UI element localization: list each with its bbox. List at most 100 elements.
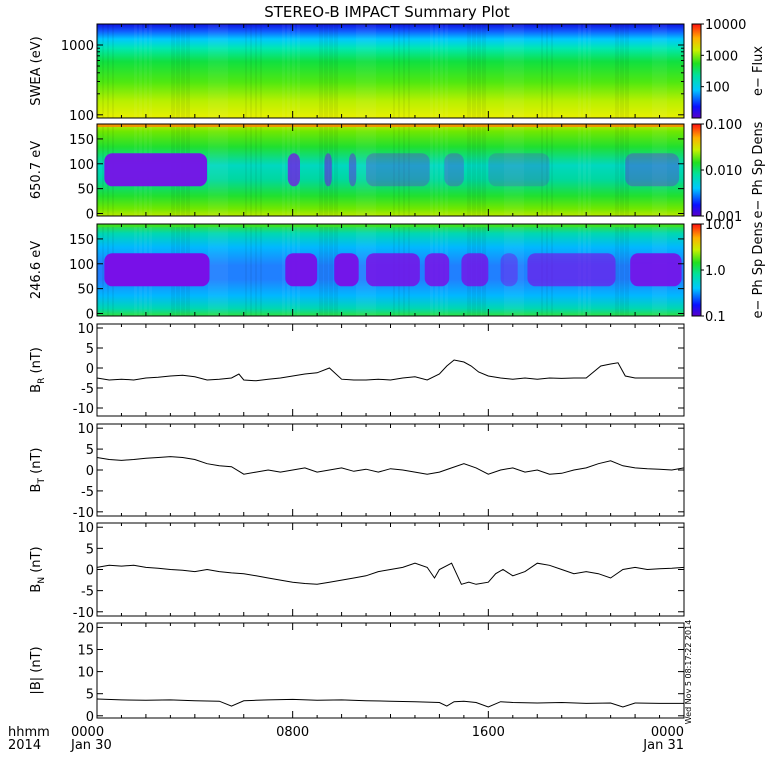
- x-tick-date: Jan 30: [70, 738, 112, 753]
- spectrogram-texture: [551, 24, 553, 118]
- spectrogram-texture: [213, 124, 218, 216]
- y-tick-label: 10: [77, 322, 94, 337]
- series-line-5: [96, 456, 685, 475]
- spectrogram-texture: [181, 24, 185, 118]
- colorbar-label: e− Ph Sp Dens: [751, 221, 766, 318]
- x-tick-label: 0000: [651, 725, 684, 740]
- y-tick-label: 50: [77, 283, 94, 298]
- y-tick-label: -10: [73, 506, 94, 521]
- spectrogram-texture: [297, 24, 300, 118]
- spectrogram-texture: [472, 124, 476, 216]
- plot-title: STEREO-B IMPACT Summary Plot: [264, 3, 510, 21]
- spectrogram-texture: [393, 124, 395, 216]
- spectrogram-texture: [371, 124, 376, 216]
- y-tick-label: 0: [86, 308, 94, 323]
- x-tick-label: 0800: [276, 725, 309, 740]
- pitch-angle-depletion: [366, 153, 430, 187]
- spectrogram-texture: [149, 24, 152, 118]
- y-axis-label: BT (nT): [29, 448, 47, 493]
- colorbar-tick-label: 10000: [705, 18, 746, 33]
- spectrogram-texture: [213, 224, 218, 316]
- spectrogram-texture: [541, 124, 543, 216]
- spectrogram-texture: [218, 24, 223, 118]
- spectrogram-texture: [519, 124, 524, 216]
- spectrogram-texture: [213, 24, 218, 118]
- spectrogram-texture: [514, 224, 519, 316]
- spectrogram-texture: [260, 24, 262, 118]
- colorbar-tick-label: 10.0: [705, 218, 734, 233]
- spectrogram-texture: [208, 24, 213, 118]
- y-tick-label: 10: [77, 666, 94, 681]
- spectrogram-texture: [615, 224, 619, 316]
- pitch-angle-depletion: [424, 253, 450, 287]
- spectrogram-texture: [662, 124, 667, 216]
- panel-5: -10 -5 0 5 10 BT (nT): [29, 422, 685, 521]
- spectrogram-texture: [334, 124, 338, 216]
- y-tick-label: 150: [69, 233, 94, 248]
- spectrogram-texture: [467, 124, 471, 216]
- colorbar-1: [691, 23, 702, 119]
- spectrogram-texture: [319, 224, 323, 316]
- spectrogram-texture: [366, 124, 371, 216]
- spectrogram-texture: [334, 24, 338, 118]
- spectrogram-texture: [472, 24, 476, 118]
- spectrogram-texture: [282, 24, 285, 118]
- panel-4: -10 -5 0 5 10 BR (nT): [29, 322, 685, 417]
- spectrogram-texture: [620, 24, 624, 118]
- spectrogram-texture: [139, 24, 142, 118]
- y-tick-label: 0: [86, 710, 94, 725]
- spectrogram-texture: [107, 24, 109, 118]
- spectrogram-texture: [504, 224, 509, 316]
- y-tick-label: 20: [77, 621, 94, 636]
- spectrogram-texture: [134, 24, 137, 118]
- spectrogram-texture: [408, 124, 410, 216]
- spectrogram-texture: [615, 124, 619, 216]
- spectrogram-texture: [467, 24, 471, 118]
- pitch-angle-depletion: [104, 253, 210, 287]
- spectrogram-texture: [588, 124, 591, 216]
- y-axis-label: SWEA (eV): [29, 36, 44, 105]
- spectrogram-texture: [245, 24, 247, 118]
- spectrogram-texture: [440, 24, 443, 118]
- colorbar-tick-label: 100: [705, 81, 730, 96]
- spectrogram-texture: [208, 224, 213, 316]
- spectrogram-texture: [583, 24, 586, 118]
- panel-3: 0.1 1.0 10.0 e− Ph Sp Dens 0 50 100 150 246.6 eV: [29, 218, 766, 325]
- spectrogram-texture: [546, 24, 548, 118]
- spectrogram-texture: [208, 124, 213, 216]
- y-tick-label: -5: [81, 585, 94, 600]
- colorbar-tick-label: 1000: [705, 49, 738, 64]
- spectrogram-texture: [324, 24, 328, 118]
- panel-frame: [96, 423, 685, 517]
- pitch-angle-depletion: [285, 253, 318, 287]
- y-tick-label: 0: [86, 564, 94, 579]
- series-line-6: [96, 562, 685, 585]
- spectrogram-texture: [509, 224, 514, 316]
- spectrogram-texture: [255, 124, 257, 216]
- spectrogram-texture: [371, 24, 376, 118]
- spectrogram-texture: [588, 24, 591, 118]
- y-tick-label: 5: [86, 443, 94, 458]
- spectrogram-texture: [393, 24, 395, 118]
- spectrogram-texture: [445, 24, 448, 118]
- colorbar-tick-label: 0.100: [705, 118, 742, 133]
- pitch-angle-depletion: [527, 253, 616, 287]
- spectrogram-texture: [583, 124, 586, 216]
- spectrogram-texture: [218, 224, 223, 316]
- pitch-angle-depletion: [104, 153, 208, 187]
- spectrogram-texture: [287, 24, 290, 118]
- spectrogram-texture: [102, 224, 104, 316]
- spectrogram-texture: [652, 124, 657, 216]
- pitch-angle-depletion: [334, 253, 359, 287]
- spectrogram-texture: [509, 24, 514, 118]
- spectrogram-texture: [366, 24, 371, 118]
- spectrogram-texture: [509, 124, 514, 216]
- spectrogram-texture: [398, 124, 400, 216]
- spectrogram-texture: [112, 24, 114, 118]
- series-line-7: [96, 698, 684, 708]
- x-tick-date: Jan 31: [642, 738, 684, 753]
- colorbar-tick-label: 0.010: [705, 164, 742, 179]
- spectrogram-texture: [578, 24, 581, 118]
- spectrogram-texture: [319, 124, 323, 216]
